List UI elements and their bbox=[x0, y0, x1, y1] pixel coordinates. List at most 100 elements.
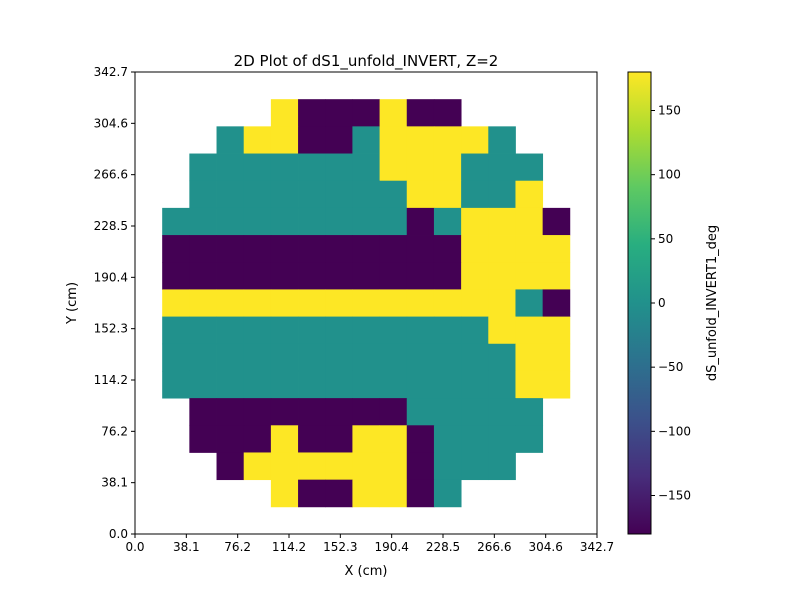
colorbar-tick-label: −150 bbox=[658, 489, 691, 503]
y-tick-label: 38.1 bbox=[101, 476, 128, 490]
heatmap-cell bbox=[380, 99, 408, 127]
heatmap-cell bbox=[488, 235, 516, 263]
heatmap-cell bbox=[271, 208, 299, 236]
heatmap-cell bbox=[461, 371, 489, 399]
heatmap-cell bbox=[162, 262, 190, 290]
heatmap-cell bbox=[244, 289, 272, 317]
heatmap-cell bbox=[488, 208, 516, 236]
heatmap-cell bbox=[298, 99, 326, 127]
heatmap-cell bbox=[298, 480, 326, 508]
heatmap-cell bbox=[189, 181, 217, 209]
heatmap-cell bbox=[244, 126, 272, 154]
y-tick-label: 190.4 bbox=[94, 270, 128, 284]
heatmap-cell bbox=[488, 398, 516, 426]
x-axis-label: X (cm) bbox=[345, 564, 388, 579]
heatmap-cell bbox=[162, 371, 190, 399]
heatmap-cells bbox=[162, 99, 570, 507]
heatmap-cell bbox=[298, 208, 326, 236]
heatmap-cell bbox=[271, 235, 299, 263]
heatmap-cell bbox=[325, 371, 353, 399]
heatmap-cell bbox=[162, 317, 190, 345]
heatmap-cell bbox=[515, 181, 543, 209]
heatmap-cell bbox=[407, 480, 435, 508]
y-tick-label: 0.0 bbox=[109, 527, 128, 541]
colorbar-tick-label: 100 bbox=[658, 168, 681, 182]
heatmap-cell bbox=[325, 126, 353, 154]
heatmap-cell bbox=[434, 181, 462, 209]
heatmap-cell bbox=[325, 235, 353, 263]
heatmap-cell bbox=[461, 126, 489, 154]
heatmap-cell bbox=[380, 452, 408, 480]
heatmap-cell bbox=[380, 289, 408, 317]
heatmap-cell bbox=[407, 344, 435, 372]
heatmap-cell bbox=[217, 154, 245, 182]
heatmap-cell bbox=[380, 398, 408, 426]
heatmap-cell bbox=[515, 344, 543, 372]
heatmap-cell bbox=[325, 289, 353, 317]
heatmap-cell bbox=[325, 154, 353, 182]
heatmap-cell bbox=[352, 181, 380, 209]
heatmap-cell bbox=[189, 398, 217, 426]
heatmap-cell bbox=[271, 262, 299, 290]
heatmap-cell bbox=[271, 371, 299, 399]
x-tick-label: 266.6 bbox=[477, 540, 511, 554]
heatmap-cell bbox=[515, 235, 543, 263]
heatmap-cell bbox=[380, 154, 408, 182]
heatmap-cell bbox=[217, 289, 245, 317]
y-tick-label: 76.2 bbox=[101, 424, 128, 438]
heatmap-cell bbox=[271, 154, 299, 182]
heatmap-cell bbox=[162, 235, 190, 263]
heatmap-cell bbox=[298, 317, 326, 345]
heatmap-cell bbox=[488, 425, 516, 453]
chart-title: 2D Plot of dS1_unfold_INVERT, Z=2 bbox=[234, 52, 499, 71]
x-axis: 0.0 38.1 76.2 114.2 152.3 190.4 228.5 266.6 304.… bbox=[125, 534, 614, 554]
heatmap-cell bbox=[325, 452, 353, 480]
heatmap-cell bbox=[217, 425, 245, 453]
heatmap-cell bbox=[217, 126, 245, 154]
x-tick-label: 152.3 bbox=[323, 540, 357, 554]
heatmap-cell bbox=[217, 452, 245, 480]
x-tick-label: 190.4 bbox=[374, 540, 408, 554]
heatmap-cell bbox=[352, 154, 380, 182]
colorbar-tick-label: −100 bbox=[658, 424, 691, 438]
heatmap-cell bbox=[515, 371, 543, 399]
heatmap-cell bbox=[407, 181, 435, 209]
heatmap-cell bbox=[543, 371, 571, 399]
heatmap-cell bbox=[217, 398, 245, 426]
heatmap-cell bbox=[434, 425, 462, 453]
heatmap-cell bbox=[298, 235, 326, 263]
heatmap-cell bbox=[461, 235, 489, 263]
heatmap-cell bbox=[488, 154, 516, 182]
heatmap-cell bbox=[461, 208, 489, 236]
heatmap-cell bbox=[271, 480, 299, 508]
y-tick-label: 114.2 bbox=[94, 373, 128, 387]
heatmap-cell bbox=[434, 154, 462, 182]
heatmap-cell bbox=[189, 317, 217, 345]
heatmap-cell bbox=[407, 452, 435, 480]
heatmap-cell bbox=[461, 425, 489, 453]
heatmap-cell bbox=[461, 452, 489, 480]
heatmap-cell bbox=[271, 181, 299, 209]
heatmap-cell bbox=[244, 425, 272, 453]
heatmap-cell bbox=[244, 344, 272, 372]
heatmap-cell bbox=[407, 126, 435, 154]
heatmap-cell bbox=[380, 208, 408, 236]
heatmap-cell bbox=[434, 452, 462, 480]
x-tick-label: 76.2 bbox=[224, 540, 251, 554]
heatmap-cell bbox=[543, 235, 571, 263]
heatmap-cell bbox=[298, 289, 326, 317]
heatmap-cell bbox=[244, 208, 272, 236]
heatmap-cell bbox=[189, 208, 217, 236]
heatmap-cell bbox=[515, 425, 543, 453]
heatmap-cell bbox=[352, 452, 380, 480]
heatmap-cell bbox=[488, 317, 516, 345]
heatmap-cell bbox=[217, 181, 245, 209]
heatmap-cell bbox=[217, 344, 245, 372]
heatmap-cell bbox=[543, 289, 571, 317]
heatmap-cell bbox=[244, 181, 272, 209]
heatmap-cell bbox=[217, 262, 245, 290]
heatmap-cell bbox=[271, 425, 299, 453]
x-tick-label: 0.0 bbox=[125, 540, 144, 554]
heatmap-cell bbox=[298, 154, 326, 182]
x-tick-label: 38.1 bbox=[173, 540, 200, 554]
